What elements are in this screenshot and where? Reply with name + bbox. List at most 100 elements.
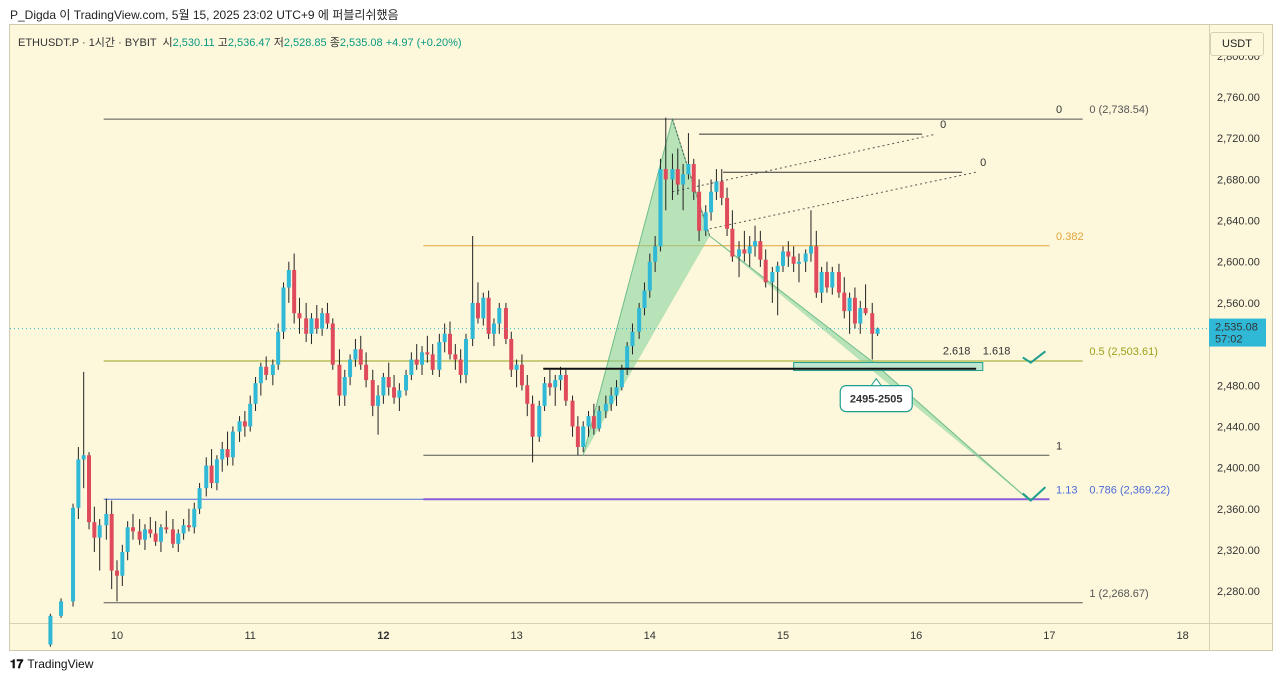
candle-body	[530, 403, 535, 437]
price-tick-label: 2,320.00	[1217, 545, 1260, 557]
time-tick-label: 18	[1176, 630, 1188, 642]
candle-body	[519, 364, 524, 386]
candle-body	[353, 349, 358, 360]
check-icon	[1022, 486, 1047, 502]
ext-label: 2.618	[943, 345, 971, 357]
chart-area[interactable]: ETHUSDT.P · 1시간 · BYBIT 시2,530.11 고2,536…	[9, 24, 1273, 651]
candle-body	[830, 272, 835, 288]
candle-body	[630, 331, 635, 347]
time-axis-divider	[10, 623, 1272, 624]
candle-body	[714, 181, 719, 192]
candle-body	[575, 426, 580, 448]
candle-body	[475, 302, 480, 319]
time-tick-label: 15	[777, 630, 789, 642]
candle-body	[125, 527, 130, 553]
extension-label: 0	[940, 119, 946, 131]
price-tick-label: 2,480.00	[1217, 380, 1260, 392]
symbol-info[interactable]: ETHUSDT.P · 1시간 · BYBIT	[18, 37, 157, 49]
candle-body	[104, 513, 109, 526]
logo-mark-icon: 𝟏𝟕	[10, 657, 24, 671]
candle-body	[658, 169, 663, 247]
candle-body	[270, 364, 275, 375]
pattern-dotted-xb	[671, 118, 711, 237]
ext-label: 1.618	[983, 345, 1011, 357]
candle-body	[370, 380, 375, 406]
candle-body	[386, 377, 391, 388]
fib-level-label: 1 (2,268.67)	[1089, 588, 1148, 600]
close-value: 2,535.08	[339, 37, 383, 49]
ab-level-label: 1.13	[1056, 484, 1077, 496]
candle-body	[686, 163, 691, 175]
candle-body	[237, 421, 242, 432]
current-price-countdown: 57:02	[1215, 334, 1243, 346]
time-tick-label: 16	[910, 630, 922, 642]
candle-body	[364, 364, 369, 381]
time-tick-label: 12	[377, 630, 389, 642]
open-value: 2,530.11	[172, 37, 215, 49]
candle-body	[763, 259, 768, 283]
candle-body	[875, 328, 880, 334]
candle-body	[742, 249, 747, 254]
candle-body	[697, 191, 702, 231]
change-value: +4.97 (+0.20%)	[385, 37, 462, 49]
time-tick-label: 13	[510, 630, 522, 642]
check-icon	[1022, 350, 1047, 364]
candle-body	[142, 529, 147, 540]
candle-body	[609, 395, 614, 404]
fib-level-label: 0 (2,738.54)	[1089, 104, 1148, 116]
candle-body	[325, 313, 330, 324]
candle-body	[824, 272, 829, 288]
candle-body	[570, 400, 575, 427]
candle-body	[725, 197, 730, 229]
candle-body	[847, 297, 852, 312]
candle-body	[819, 272, 824, 293]
candle-body	[109, 513, 114, 571]
low-value: 2,528.85	[283, 37, 327, 49]
candle-body	[753, 241, 758, 247]
candle-body	[87, 455, 92, 523]
candle-body	[509, 338, 514, 370]
fib-level-label: 0.382	[1056, 231, 1084, 243]
candle-body	[264, 366, 269, 375]
candle-body	[181, 525, 186, 534]
candle-body	[553, 380, 558, 388]
price-chart[interactable]: 0 (2,738.54) 0.382 0.5 (2,503.61) 0.786 (2,…	[10, 25, 1272, 650]
candle-body	[304, 318, 309, 334]
candle-body	[870, 313, 875, 334]
tradingview-logo[interactable]: 𝟏𝟕 TradingView	[10, 657, 93, 672]
ab-level-label: 0	[1056, 104, 1062, 116]
extension-dotted-1	[672, 133, 937, 193]
candle-body	[158, 527, 163, 542]
candle-body	[470, 302, 475, 339]
candle-body	[563, 374, 568, 401]
candle-body	[381, 377, 386, 396]
candle-body	[637, 308, 642, 332]
time-tick-label: 14	[644, 630, 656, 642]
candle-body	[81, 455, 86, 460]
candle-body	[342, 377, 347, 396]
candle-body	[642, 290, 647, 309]
candle-body	[397, 390, 402, 398]
candle-body	[230, 431, 235, 458]
candle-body	[491, 323, 496, 334]
candle-body	[76, 459, 81, 508]
high-value: 2,536.47	[227, 37, 271, 49]
candle-body	[92, 522, 97, 538]
candle-body	[348, 359, 353, 378]
open-label: 시	[162, 37, 173, 49]
candle-body	[337, 364, 342, 396]
current-price-value: 2,535.08	[1215, 322, 1258, 334]
currency-button[interactable]: USDT	[1210, 32, 1264, 56]
publish-caption: P_Digda 이 TradingView.com, 5월 15, 2025 2…	[10, 8, 399, 22]
candle-body	[653, 246, 658, 262]
extension-label: 0	[980, 157, 986, 169]
candle-body	[625, 346, 630, 370]
candle-body	[747, 246, 752, 254]
candle-body	[514, 364, 519, 370]
candle-body	[276, 331, 281, 365]
candle-body	[330, 323, 335, 365]
candle-body	[597, 410, 602, 429]
candle-body	[414, 359, 419, 365]
pattern-outline	[582, 117, 1030, 501]
candle-body	[137, 531, 142, 540]
